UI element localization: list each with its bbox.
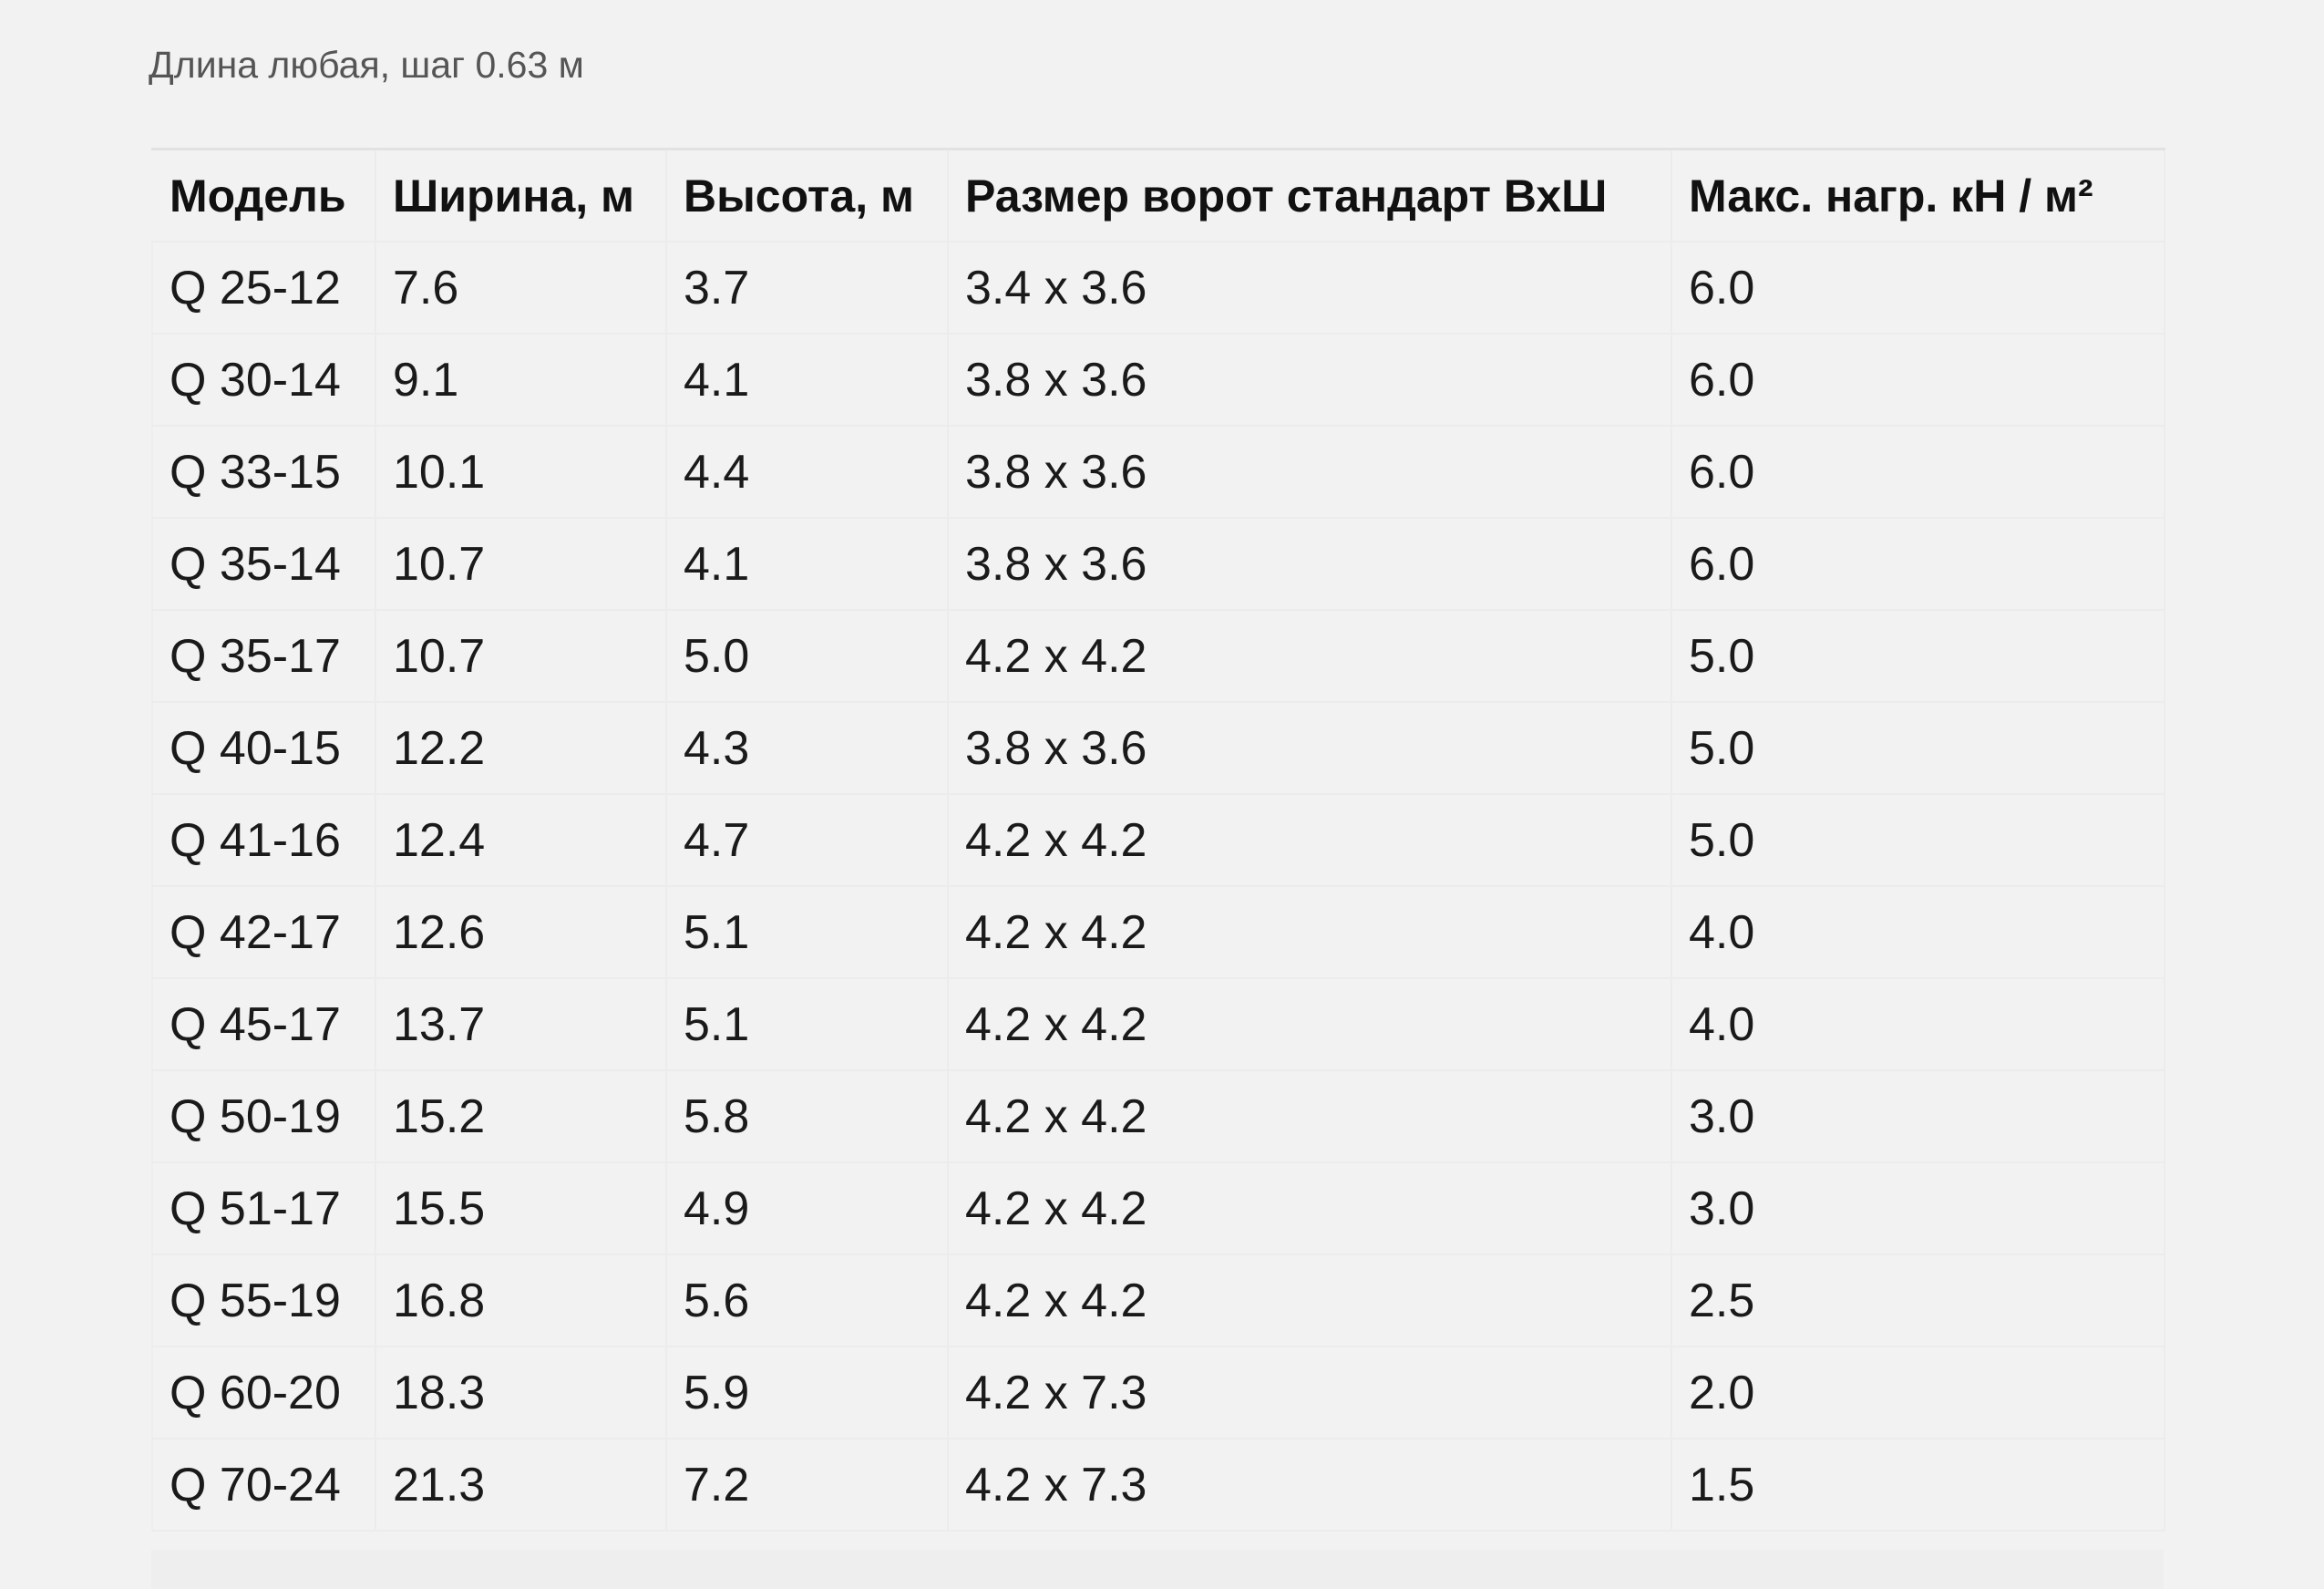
cell-width: 9.1 [375,333,667,427]
cell-model: Q 35-17 [151,609,376,703]
cell-height: 5.1 [665,885,949,979]
table-row: Q 50-19 15.2 5.8 4.2 x 4.2 3.0 [151,1069,2165,1163]
header-model: Модель [152,148,376,242]
cell-max-load: 4.0 [1671,885,2165,979]
cell-max-load: 3.0 [1671,1161,2165,1255]
cell-width: 10.7 [375,609,667,703]
cell-gate-size: 3.8 x 3.6 [947,701,1672,795]
table-row: Q 25-12 7.6 3.7 3.4 x 3.6 6.0 [151,241,2165,335]
cell-max-load: 6.0 [1671,241,2165,335]
cell-max-load: 3.0 [1671,1069,2165,1163]
length-note: Длина любая, шаг 0.63 м [149,44,584,86]
cell-width: 18.3 [375,1346,667,1439]
cell-gate-size: 3.8 x 3.6 [947,333,1672,427]
cell-width: 12.4 [375,793,667,887]
cell-height: 5.9 [665,1346,949,1439]
cell-width: 15.5 [375,1161,667,1255]
cell-width: 7.6 [375,241,667,335]
cell-max-load: 4.0 [1671,977,2165,1071]
table-row: Q 70-24 21.3 7.2 4.2 x 7.3 1.5 [151,1438,2165,1532]
cell-gate-size: 4.2 x 4.2 [947,977,1672,1071]
table-row: Q 35-17 10.7 5.0 4.2 x 4.2 5.0 [151,609,2165,703]
header-gate-size: Размер ворот стандарт ВхШ [948,148,1672,242]
cell-max-load: 6.0 [1671,333,2165,427]
cell-height: 4.9 [665,1161,949,1255]
cell-model: Q 41-16 [151,793,376,887]
cell-height: 4.7 [665,793,949,887]
cell-model: Q 45-17 [151,977,376,1071]
cell-height: 7.2 [665,1438,949,1532]
cell-max-load: 5.0 [1671,701,2165,795]
cell-height: 4.1 [665,517,949,611]
cell-width: 10.1 [375,425,667,519]
cell-gate-size: 4.2 x 7.3 [947,1346,1672,1439]
table-row: Q 51-17 15.5 4.9 4.2 x 4.2 3.0 [151,1161,2165,1255]
cell-model: Q 33-15 [151,425,376,519]
cell-width: 21.3 [375,1438,667,1532]
cell-model: Q 55-19 [151,1254,376,1347]
table-row: Q 40-15 12.2 4.3 3.8 x 3.6 5.0 [151,701,2165,795]
cell-max-load: 5.0 [1671,793,2165,887]
cell-gate-size: 4.2 x 4.2 [947,1161,1672,1255]
cell-model: Q 25-12 [151,241,376,335]
cell-gate-size: 4.2 x 4.2 [947,793,1672,887]
cell-gate-size: 3.8 x 3.6 [947,517,1672,611]
cell-gate-size: 3.4 x 3.6 [947,241,1672,335]
models-table: Модель Ширина, м Высота, м Размер ворот … [151,148,2165,1532]
cell-model: Q 42-17 [151,885,376,979]
table-row: Q 60-20 18.3 5.9 4.2 x 7.3 2.0 [151,1346,2165,1439]
cell-height: 4.3 [665,701,949,795]
cell-max-load: 5.0 [1671,609,2165,703]
cell-gate-size: 3.8 x 3.6 [947,425,1672,519]
header-width: Ширина, м [375,148,667,242]
cell-width: 10.7 [375,517,667,611]
table-row: Q 45-17 13.7 5.1 4.2 x 4.2 4.0 [151,977,2165,1071]
cell-max-load: 6.0 [1671,425,2165,519]
cell-model: Q 70-24 [151,1438,376,1532]
cell-width: 16.8 [375,1254,667,1347]
cell-model: Q 40-15 [151,701,376,795]
table-row: Q 33-15 10.1 4.4 3.8 x 3.6 6.0 [151,425,2165,519]
cell-model: Q 50-19 [151,1069,376,1163]
cell-gate-size: 4.2 x 4.2 [947,609,1672,703]
header-height: Высота, м [666,148,949,242]
cell-width: 12.2 [375,701,667,795]
table-row: Q 42-17 12.6 5.1 4.2 x 4.2 4.0 [151,885,2165,979]
table-row: Q 35-14 10.7 4.1 3.8 x 3.6 6.0 [151,517,2165,611]
cell-height: 5.0 [665,609,949,703]
table-row: Q 41-16 12.4 4.7 4.2 x 4.2 5.0 [151,793,2165,887]
cell-model: Q 60-20 [151,1346,376,1439]
cell-gate-size: 4.2 x 4.2 [947,1069,1672,1163]
next-section-block [151,1550,2164,1589]
cell-width: 12.6 [375,885,667,979]
cell-width: 13.7 [375,977,667,1071]
cell-height: 5.6 [665,1254,949,1347]
cell-model: Q 30-14 [151,333,376,427]
table-row: Q 55-19 16.8 5.6 4.2 x 4.2 2.5 [151,1254,2165,1347]
cell-model: Q 35-14 [151,517,376,611]
cell-max-load: 6.0 [1671,517,2165,611]
cell-max-load: 2.0 [1671,1346,2165,1439]
cell-gate-size: 4.2 x 7.3 [947,1438,1672,1532]
cell-max-load: 1.5 [1671,1438,2165,1532]
cell-width: 15.2 [375,1069,667,1163]
cell-model: Q 51-17 [151,1161,376,1255]
cell-height: 4.1 [665,333,949,427]
table-header-row: Модель Ширина, м Высота, м Размер ворот … [152,148,2165,242]
cell-height: 3.7 [665,241,949,335]
cell-gate-size: 4.2 x 4.2 [947,1254,1672,1347]
cell-height: 5.8 [665,1069,949,1163]
table-row: Q 30-14 9.1 4.1 3.8 x 3.6 6.0 [151,333,2165,427]
header-max-load: Макс. нагр. кН / м² [1671,148,2165,242]
cell-gate-size: 4.2 x 4.2 [947,885,1672,979]
cell-height: 4.4 [665,425,949,519]
cell-max-load: 2.5 [1671,1254,2165,1347]
cell-height: 5.1 [665,977,949,1071]
